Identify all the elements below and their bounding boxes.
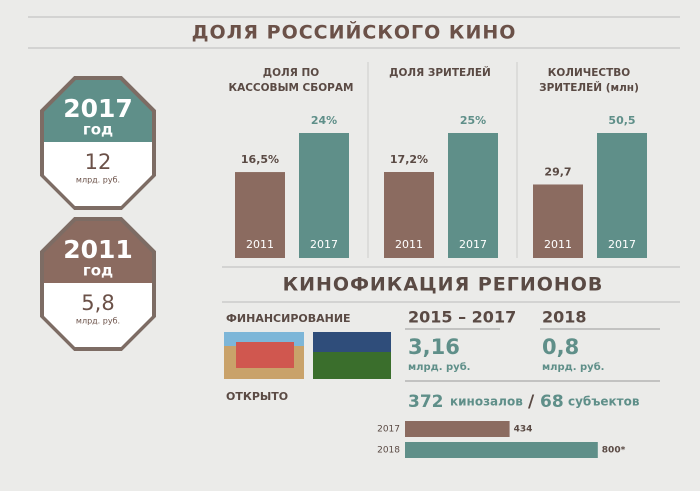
bar: [405, 421, 510, 437]
chart-title: КОЛИЧЕСТВО ЗРИТЕЛЕЙ (млн): [539, 67, 639, 94]
bar: [448, 133, 498, 258]
badge-value: 12: [85, 150, 112, 174]
unit: млрд. руб.: [408, 361, 470, 373]
opened-unit: субъектов: [568, 395, 640, 409]
category-label: 2018: [377, 446, 400, 456]
bar: [299, 133, 349, 258]
bar: [384, 172, 434, 258]
photo-building: [236, 342, 294, 368]
chart-title: ДОЛЯ ЗРИТЕЛЕЙ: [389, 67, 491, 79]
value-label: 50,5: [608, 114, 635, 127]
badge-unit: млрд. руб.: [76, 176, 120, 185]
opened-count: 372: [408, 392, 444, 412]
badge-year: 2017: [63, 94, 133, 123]
separator: /: [528, 392, 535, 412]
amount: 0,8: [542, 335, 579, 359]
opened-unit: кинозалов: [450, 395, 523, 409]
opened-count: 68: [540, 392, 564, 412]
photo-crowd: [313, 352, 391, 379]
category-label: 2017: [310, 238, 338, 251]
value-label: 24%: [311, 114, 337, 127]
badge-lower: [44, 142, 152, 206]
bar: [235, 172, 285, 258]
badge-year: 2011: [63, 235, 133, 264]
chart-title: ДОЛЯ ПО КАССОВЫМ СБОРАМ: [228, 67, 354, 94]
badge-value: 5,8: [81, 291, 114, 315]
category-label: 2017: [459, 238, 487, 251]
bar: [533, 184, 583, 258]
bar: [597, 133, 647, 258]
amount: 3,16: [408, 335, 460, 359]
period: 2015 – 2017: [408, 308, 516, 327]
financing-label: ФИНАНСИРОВАНИЕ: [226, 312, 351, 325]
section-title: КИНОФИКАЦИЯ РЕГИОНОВ: [283, 274, 604, 296]
unit: млрд. руб.: [542, 361, 604, 373]
category-label: 2011: [246, 238, 274, 251]
category-label: 2017: [608, 238, 636, 251]
value-label: 16,5%: [241, 153, 279, 166]
badge-lower: [44, 283, 152, 347]
value-label: 434: [514, 425, 533, 435]
value-label: 17,2%: [390, 153, 428, 166]
badge-label: год: [83, 121, 113, 139]
title: ДОЛЯ РОССИЙСКОГО КИНО: [192, 21, 517, 44]
category-label: 2017: [377, 425, 400, 435]
value-label: 25%: [460, 114, 486, 127]
opened-label: ОТКРЫТО: [226, 390, 288, 403]
badge-unit: млрд. руб.: [76, 317, 120, 326]
value-label: 29,7: [544, 165, 571, 178]
value-label: 800*: [602, 446, 626, 456]
badge-label: год: [83, 262, 113, 280]
category-label: 2011: [544, 238, 572, 251]
period: 2018: [542, 308, 587, 327]
category-label: 2011: [395, 238, 423, 251]
bar: [405, 442, 598, 458]
